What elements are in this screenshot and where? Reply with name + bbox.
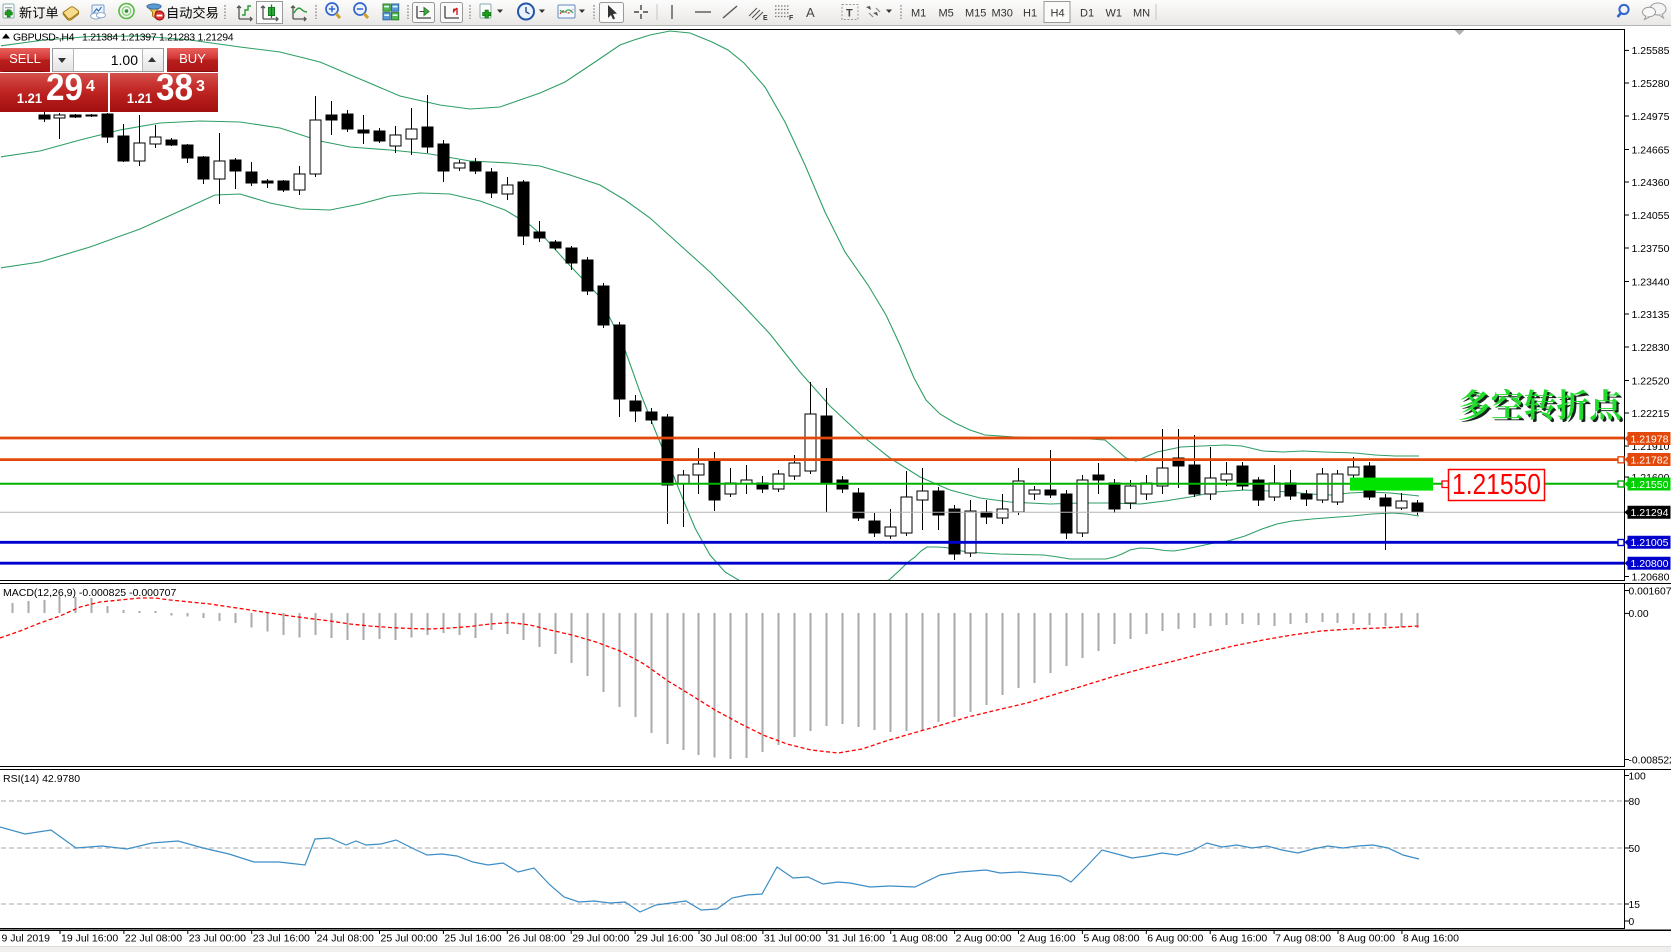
svg-text:31 Jul 00:00: 31 Jul 00:00: [764, 933, 821, 945]
svg-text:31 Jul 16:00: 31 Jul 16:00: [828, 933, 885, 945]
svg-text:1.24975: 1.24975: [1632, 111, 1670, 123]
svg-text:1.24360: 1.24360: [1632, 177, 1670, 189]
svg-text:1.25280: 1.25280: [1632, 78, 1670, 90]
svg-text:1.21978: 1.21978: [1631, 433, 1669, 445]
svg-text:-0.008522: -0.008522: [1629, 755, 1671, 766]
svg-text:29 Jul 16:00: 29 Jul 16:00: [636, 933, 693, 945]
svg-text:1.24055: 1.24055: [1632, 210, 1670, 222]
svg-text:1.23750: 1.23750: [1632, 243, 1670, 255]
svg-text:2 Aug 00:00: 2 Aug 00:00: [956, 933, 1012, 945]
svg-text:23 Jul 16:00: 23 Jul 16:00: [253, 933, 310, 945]
svg-text:1.23135: 1.23135: [1632, 309, 1670, 321]
svg-text:1.21294: 1.21294: [1631, 507, 1669, 519]
svg-text:F: F: [789, 15, 794, 22]
svg-text:8 Aug 00:00: 8 Aug 00:00: [1339, 933, 1395, 945]
svg-text:A: A: [806, 5, 815, 20]
svg-text:MACD(12,26,9) -0.000825 -0.000: MACD(12,26,9) -0.000825 -0.000707: [3, 587, 177, 599]
svg-text:1.23440: 1.23440: [1632, 276, 1670, 288]
svg-text:22 Jul 08:00: 22 Jul 08:00: [125, 933, 182, 945]
svg-text:M30: M30: [992, 8, 1013, 20]
svg-text:T: T: [846, 8, 853, 20]
svg-text:23 Jul 00:00: 23 Jul 00:00: [189, 933, 246, 945]
svg-text:5 Aug 08:00: 5 Aug 08:00: [1083, 933, 1139, 945]
svg-text:M5: M5: [939, 8, 954, 20]
svg-text:29 Jul 00:00: 29 Jul 00:00: [572, 933, 629, 945]
svg-text:1.20680: 1.20680: [1632, 571, 1670, 583]
svg-text:M15: M15: [965, 8, 986, 20]
svg-text:1.22830: 1.22830: [1632, 342, 1670, 354]
svg-text:100: 100: [1629, 771, 1646, 782]
svg-text:7 Aug 08:00: 7 Aug 08:00: [1275, 933, 1331, 945]
svg-text:W1: W1: [1106, 8, 1123, 20]
svg-text:H4: H4: [1051, 8, 1065, 20]
svg-text:1.22520: 1.22520: [1632, 375, 1670, 387]
svg-text:1 Aug 08:00: 1 Aug 08:00: [892, 933, 948, 945]
svg-text:26 Jul 08:00: 26 Jul 08:00: [508, 933, 565, 945]
svg-text:MN: MN: [1133, 8, 1150, 20]
svg-text:8 Aug 16:00: 8 Aug 16:00: [1403, 933, 1459, 945]
svg-text:0.00: 0.00: [1629, 609, 1649, 620]
svg-text:6 Aug 16:00: 6 Aug 16:00: [1211, 933, 1267, 945]
svg-text:1.21782: 1.21782: [1631, 454, 1669, 466]
svg-text:E: E: [763, 15, 768, 22]
svg-text:RSI(14) 42.9780: RSI(14) 42.9780: [3, 773, 80, 785]
svg-text:30 Jul 08:00: 30 Jul 08:00: [700, 933, 757, 945]
svg-text:1.25585: 1.25585: [1632, 45, 1670, 57]
svg-text:9 Jul 2019: 9 Jul 2019: [2, 933, 51, 945]
svg-text:H1: H1: [1023, 8, 1037, 20]
svg-text:6 Aug 00:00: 6 Aug 00:00: [1147, 933, 1203, 945]
svg-text:M1: M1: [911, 8, 926, 20]
svg-text:25 Jul 16:00: 25 Jul 16:00: [444, 933, 501, 945]
svg-text:25 Jul 00:00: 25 Jul 00:00: [381, 933, 438, 945]
svg-text:15: 15: [1629, 900, 1641, 911]
svg-text:80: 80: [1629, 797, 1641, 808]
svg-text:1.21550: 1.21550: [1452, 469, 1541, 501]
svg-text:1.22215: 1.22215: [1632, 408, 1670, 420]
svg-text:2 Aug 16:00: 2 Aug 16:00: [1020, 933, 1076, 945]
svg-text:0: 0: [1629, 917, 1635, 928]
svg-text:1.24665: 1.24665: [1632, 144, 1670, 156]
svg-text:0.001607: 0.001607: [1629, 586, 1671, 597]
svg-text:1.21005: 1.21005: [1631, 537, 1669, 549]
svg-text:GBPUSD-,H4 1.21384 1.21397 1: GBPUSD-,H4 1.21384 1.21397 1.21283 1.212…: [13, 32, 234, 44]
svg-text:1.21550: 1.21550: [1631, 479, 1669, 491]
svg-text:19 Jul 16:00: 19 Jul 16:00: [61, 933, 118, 945]
svg-text:D1: D1: [1080, 8, 1094, 20]
svg-text:50: 50: [1629, 844, 1641, 855]
svg-text:24 Jul 08:00: 24 Jul 08:00: [317, 933, 374, 945]
svg-text:1.20800: 1.20800: [1631, 558, 1669, 570]
